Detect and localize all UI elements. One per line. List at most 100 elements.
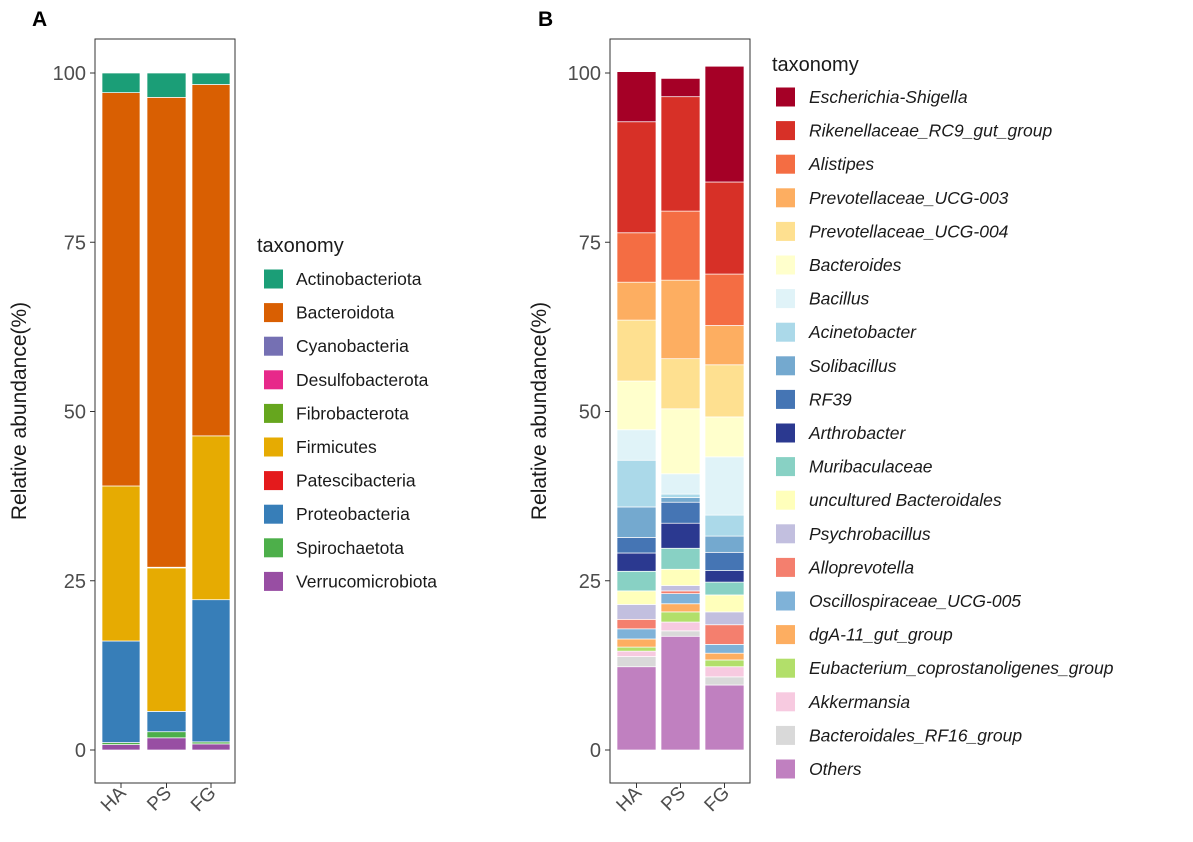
legend-swatch-bacteroidales-rf16-group xyxy=(776,725,795,745)
legend-swatch-muribaculaceae xyxy=(776,457,795,477)
bar-segment-bacteroides-fg xyxy=(704,416,745,458)
bar-segment-prevotellaceae-ucg-004-ps xyxy=(660,358,701,410)
bar-segment-firmicutes-ps xyxy=(146,567,187,712)
legend-label-bacteroidota: Bacteroidota xyxy=(296,303,395,323)
legend-swatch-spirochaetota xyxy=(264,538,283,558)
legend-label-prevotellaceae-ucg-004: Prevotellaceae_UCG-004 xyxy=(809,221,1009,241)
legend-label-acinetobacter: Acinetobacter xyxy=(808,322,917,342)
legend-label-cyanobacteria: Cyanobacteria xyxy=(296,336,409,356)
bar-segment-arthrobacter-ha xyxy=(616,552,657,572)
y-tick-label: 25 xyxy=(64,571,86,593)
bar-segment-rf39-fg xyxy=(704,551,745,571)
x-tick-label: PS xyxy=(657,783,690,816)
legend-swatch-patescibacteria xyxy=(264,471,283,491)
y-tick-label: 50 xyxy=(64,402,86,424)
legend-label-actinobacteriota: Actinobacteriota xyxy=(296,269,422,289)
legend-swatch-bacteroidota xyxy=(264,303,283,323)
legend-label-bacteroides: Bacteroides xyxy=(809,255,902,275)
legend-swatch-firmicutes xyxy=(264,437,283,457)
x-tick-label: HA xyxy=(613,782,647,816)
bar-segment-solibacillus-ha xyxy=(616,506,657,538)
legend-label-akkermansia: Akkermansia xyxy=(808,692,910,712)
bars xyxy=(616,65,745,751)
bar-segment-bacteroidales-rf16-group-ps xyxy=(660,630,701,637)
y-tick-label: 25 xyxy=(579,571,601,593)
bar-segment-bacteroidales-rf16-group-fg xyxy=(704,676,745,686)
legend-swatch-cyanobacteria xyxy=(264,336,283,356)
y-axis-title: Relative abundance(%) xyxy=(528,302,551,520)
legend-label-arthrobacter: Arthrobacter xyxy=(808,423,906,443)
legend-label-escherichia-shigella: Escherichia-Shigella xyxy=(809,87,968,107)
legend-swatch-rikenellaceae-rc9-gut-group xyxy=(776,121,795,141)
panel-label: A xyxy=(32,8,47,31)
y-tick-label: 0 xyxy=(75,740,86,762)
legend-swatch-others xyxy=(776,759,795,779)
x-tick-label: HA xyxy=(97,782,131,816)
legend-swatch-alloprevotella xyxy=(776,557,795,577)
panel-a: A 0 25 50 75 100 HA PS FG Relative abundance(%) ta… xyxy=(8,8,437,816)
y-tick-label: 100 xyxy=(568,63,601,85)
bar-segment-psychrobacillus-ps xyxy=(660,585,701,592)
legend-label-bacteroidales-rf16-group: Bacteroidales_RF16_group xyxy=(809,725,1022,745)
legend-label-psychrobacillus: Psychrobacillus xyxy=(809,524,931,544)
legend-swatch-psychrobacillus xyxy=(776,524,795,544)
legend-title: taxonomy xyxy=(257,235,344,257)
bar-segment-muribaculaceae-ha xyxy=(616,570,657,592)
legend-swatch-solibacillus xyxy=(776,356,795,376)
bar-segment-escherichia-shigella-fg xyxy=(704,65,745,183)
bar-segment-verrucomicrobiota-ha xyxy=(101,744,141,751)
bar-segment-bacillus-ps xyxy=(660,473,701,495)
x-tick-label: FG xyxy=(701,783,735,817)
bar-segment-eubacterium-coprostanoligenes-group-ps xyxy=(660,611,701,623)
x-tick-label: FG xyxy=(187,783,221,817)
bar-segment-bacteroidales-rf16-group-ha xyxy=(616,656,657,668)
legend-title: taxonomy xyxy=(772,54,859,76)
bar-segment-escherichia-shigella-ha xyxy=(616,71,657,123)
legend-swatch-eubacterium-coprostanoligenes-group xyxy=(776,658,795,678)
legend-label-muribaculaceae: Muribaculaceae xyxy=(809,457,933,477)
bar-segment-proteobacteria-ps xyxy=(146,711,187,733)
legend-label-rf39: RF39 xyxy=(809,389,852,409)
legend-swatch-fibrobacterota xyxy=(264,403,283,423)
panel-label: B xyxy=(538,8,553,31)
bar-segment-escherichia-shigella-ps xyxy=(660,78,701,98)
bar-segment-dga-11-gut-group-fg xyxy=(704,652,745,661)
bar-segment-arthrobacter-ps xyxy=(660,522,701,549)
bar-segment-dga-11-gut-group-ha xyxy=(616,638,657,648)
bar-segment-spirochaetota-ps xyxy=(146,731,187,739)
bar-segment-rf39-ha xyxy=(616,537,657,554)
legend-label-alistipes: Alistipes xyxy=(808,154,874,174)
legend-swatch-proteobacteria xyxy=(264,504,283,524)
bar-segment-eubacterium-coprostanoligenes-group-ha xyxy=(616,646,657,652)
bar-segment-oscillospiraceae-ucg-005-ha xyxy=(616,628,657,640)
bar-segment-firmicutes-ha xyxy=(101,485,141,642)
bar-segment-rf39-ps xyxy=(660,501,701,524)
legend-label-rikenellaceae-rc9-gut-group: Rikenellaceae_RC9_gut_group xyxy=(809,121,1052,141)
bar-segment-alistipes-ps xyxy=(660,210,701,281)
bar-segment-bacteroides-ha xyxy=(616,380,657,431)
bar-segment-eubacterium-coprostanoligenes-group-fg xyxy=(704,659,745,668)
y-tick-label: 100 xyxy=(53,63,86,85)
legend-label-patescibacteria: Patescibacteria xyxy=(296,471,416,491)
y-tick-label: 75 xyxy=(64,232,86,254)
legend-label-firmicutes: Firmicutes xyxy=(296,437,377,457)
x-tick-label: PS xyxy=(143,783,176,816)
legend-label-dga-11-gut-group: dgA-11_gut_group xyxy=(809,625,953,645)
legend-label-eubacterium-coprostanoligenes-group: Eubacterium_coprostanoligenes_group xyxy=(809,658,1114,678)
bar-segment-alistipes-fg xyxy=(704,273,745,326)
bar-segment-alloprevotella-ps xyxy=(660,590,701,594)
bar-segment-prevotellaceae-ucg-004-fg xyxy=(704,364,745,418)
bar-segment-acinetobacter-fg xyxy=(704,514,745,537)
bar-segment-psychrobacillus-ha xyxy=(616,604,657,620)
legend-swatch-desulfobacterota xyxy=(264,370,283,390)
legend-label-oscillospiraceae-ucg-005: Oscillospiraceae_UCG-005 xyxy=(809,591,1021,611)
legend-label-spirochaetota: Spirochaetota xyxy=(296,538,404,558)
bar-segment-alistipes-ha xyxy=(616,232,657,283)
bar-segment-dga-11-gut-group-ps xyxy=(660,603,701,613)
legend-swatch-oscillospiraceae-ucg-005 xyxy=(776,591,795,611)
bar-segment-verrucomicrobiota-fg xyxy=(191,743,231,751)
bar-segment-verrucomicrobiota-ps xyxy=(146,737,187,751)
bar-segment-muribaculaceae-fg xyxy=(704,581,745,596)
y-tick-label: 50 xyxy=(579,402,601,424)
